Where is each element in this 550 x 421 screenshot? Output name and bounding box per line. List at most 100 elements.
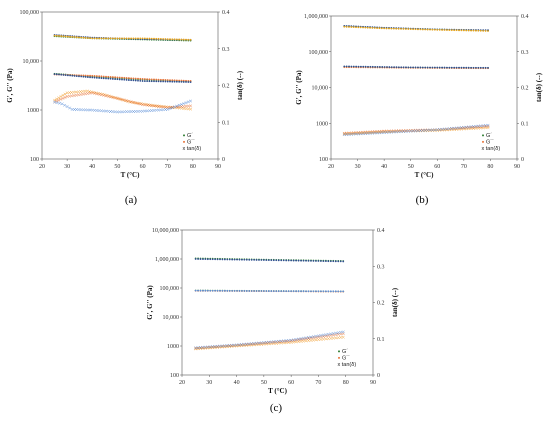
storage-modulus-point — [127, 37, 130, 40]
loss-modulus-point — [248, 290, 251, 292]
loss-modulus-point — [376, 65, 379, 68]
y-tick-label: 1,000,000 — [304, 14, 328, 20]
storage-modulus-point — [105, 37, 107, 40]
storage-modulus-point — [355, 26, 357, 29]
loss-modulus-point — [116, 76, 119, 79]
tan-delta-point — [380, 131, 384, 135]
loss-modulus-point — [371, 65, 374, 68]
storage-modulus-point — [317, 260, 320, 262]
storage-modulus-point — [197, 258, 199, 260]
storage-modulus-point — [446, 29, 448, 31]
loss-modulus-point — [153, 78, 155, 81]
tan-delta-point — [118, 110, 122, 114]
loss-modulus-point — [397, 66, 400, 69]
tan-delta-point — [252, 341, 256, 345]
storage-modulus-point — [329, 260, 332, 263]
loss-modulus-point — [343, 65, 346, 68]
tan-delta-point — [215, 345, 219, 349]
storage-modulus-point — [134, 37, 137, 40]
tan-delta-point — [392, 130, 396, 134]
tan-delta-point — [418, 128, 422, 132]
loss-modulus-point — [383, 66, 386, 68]
loss-modulus-point — [390, 66, 393, 69]
y2-axis-title: tan(δ) (--) — [535, 72, 543, 102]
loss-modulus-point — [364, 65, 367, 68]
tan-delta-point — [230, 344, 234, 348]
storage-modulus-point — [178, 38, 181, 41]
loss-modulus-point — [182, 81, 185, 83]
tan-delta-point — [416, 129, 420, 133]
tan-delta-point — [294, 337, 298, 341]
legend-marker — [482, 134, 484, 137]
tan-delta-point — [109, 109, 113, 113]
loss-modulus-point — [100, 75, 103, 78]
tan-delta-point — [287, 341, 291, 345]
tan-delta-point — [129, 110, 133, 114]
tan-delta-point — [262, 341, 266, 345]
tan-delta-point — [196, 346, 200, 350]
tan-delta-point — [299, 339, 303, 343]
tan-delta-point — [282, 339, 286, 343]
tan-delta-point — [179, 105, 183, 109]
loss-modulus-point — [315, 290, 317, 293]
loss-modulus-point — [185, 81, 187, 83]
tan-delta-point — [125, 110, 129, 114]
loss-modulus-point — [482, 66, 485, 69]
tan-delta-point — [111, 95, 115, 99]
tan-delta-point — [289, 340, 293, 344]
loss-modulus-point — [409, 66, 412, 69]
tan-delta-point — [411, 128, 415, 132]
storage-modulus-point — [162, 38, 165, 40]
tan-delta-point — [223, 344, 227, 348]
storage-modulus-point — [343, 25, 346, 28]
tan-delta-point — [349, 132, 353, 136]
loss-modulus-point — [105, 75, 107, 78]
y2-tick-label: 0.4 — [377, 228, 385, 234]
loss-modulus-point — [182, 79, 185, 82]
loss-modulus-point — [388, 66, 391, 68]
tan-delta-point — [99, 109, 103, 113]
storage-modulus-point — [182, 38, 185, 41]
tan-delta-point — [53, 100, 57, 104]
tan-delta-point — [147, 109, 151, 113]
tan-delta-point — [476, 125, 480, 129]
tan-delta-point — [409, 129, 413, 133]
x-tick-label: 90 — [370, 380, 376, 386]
legend-marker — [183, 134, 185, 137]
storage-modulus-point — [143, 37, 146, 40]
loss-modulus-point — [297, 290, 300, 293]
loss-modulus-point — [348, 65, 350, 68]
tan-delta-point — [235, 344, 239, 348]
tan-delta-point — [428, 129, 432, 133]
tan-delta-point — [215, 344, 219, 348]
tan-delta-point — [129, 100, 133, 104]
loss-modulus-point — [381, 66, 384, 68]
storage-modulus-point — [118, 37, 121, 40]
tan-delta-point — [223, 344, 227, 348]
loss-modulus-point — [258, 290, 260, 292]
tan-delta-point — [467, 125, 471, 129]
tan-delta-point — [95, 92, 99, 96]
loss-modulus-point — [159, 78, 162, 81]
storage-modulus-point — [310, 259, 312, 262]
storage-modulus-point — [78, 36, 80, 39]
tan-delta-point — [479, 125, 483, 129]
storage-modulus-point — [305, 259, 307, 262]
tan-delta-point — [385, 130, 389, 134]
loss-modulus-point — [60, 73, 63, 76]
loss-modulus-point — [223, 289, 226, 292]
tan-delta-point — [65, 105, 69, 109]
storage-modulus-point — [438, 28, 441, 31]
legend-label: G´ — [187, 133, 193, 139]
storage-modulus-point — [312, 260, 315, 262]
x-tick-label: 90 — [514, 164, 520, 170]
loss-modulus-point — [166, 79, 169, 81]
loss-modulus-point — [84, 76, 87, 78]
loss-modulus-point — [162, 80, 165, 83]
loss-modulus-point — [431, 66, 434, 69]
tan-delta-point — [433, 128, 437, 132]
storage-modulus-point — [206, 258, 209, 261]
loss-modulus-point — [98, 75, 101, 78]
storage-modulus-point — [342, 260, 345, 263]
tan-delta-point — [443, 128, 447, 132]
